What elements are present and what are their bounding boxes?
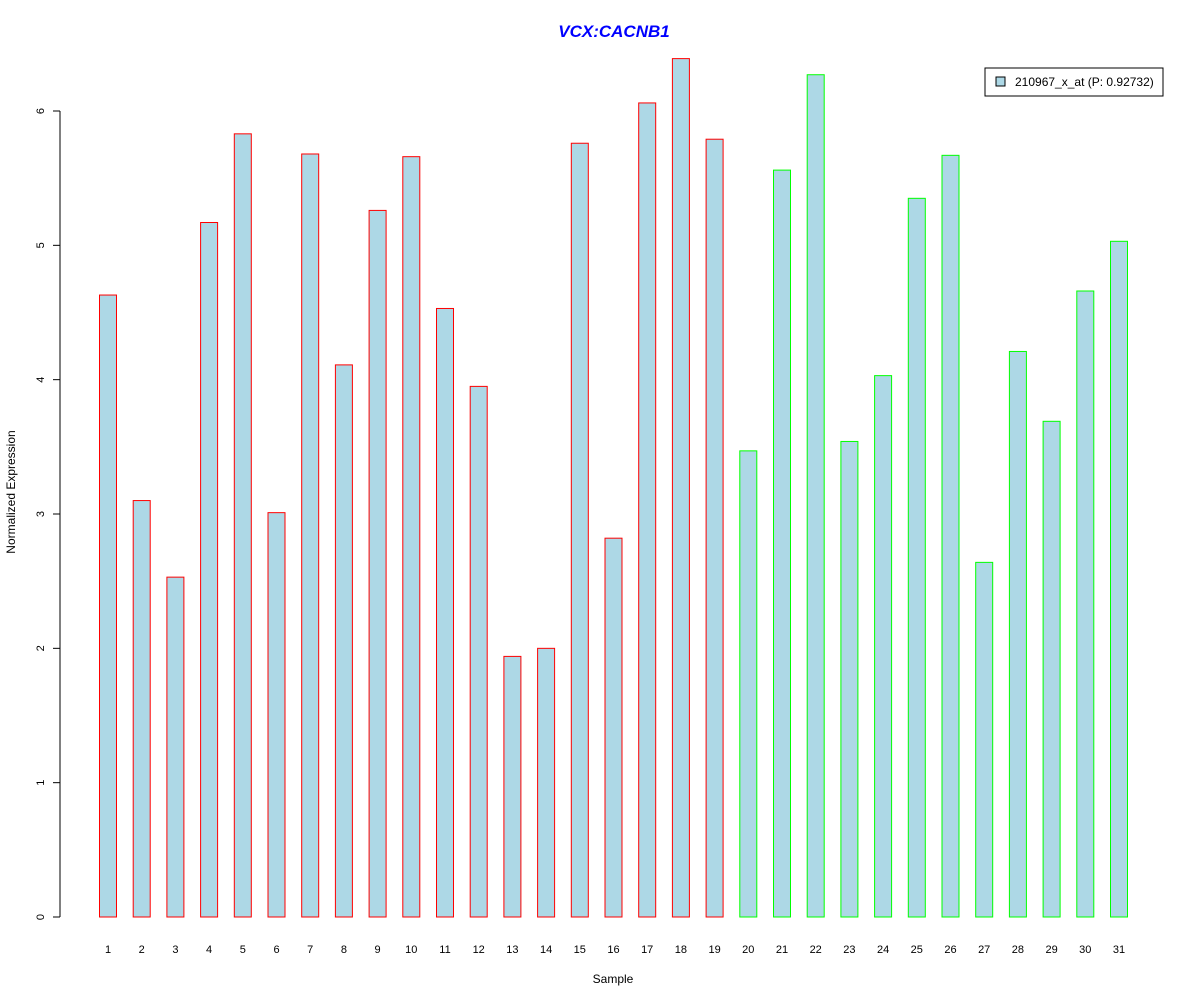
bar-sample-11 xyxy=(436,307,454,918)
bars xyxy=(99,58,1128,918)
x-axis-label: Sample xyxy=(593,972,634,986)
bar-sample-9 xyxy=(368,209,387,918)
bar-sample-6 xyxy=(267,512,286,918)
x-tick-label: 12 xyxy=(473,944,485,956)
x-tick-label: 21 xyxy=(776,944,788,956)
bar-sample-29 xyxy=(1042,420,1061,918)
x-tick-label: 11 xyxy=(439,944,450,956)
x-tick-label: 1 xyxy=(105,944,111,956)
bar-sample-24 xyxy=(874,375,893,918)
bar-sample-3 xyxy=(166,576,185,918)
y-tick-label: 3 xyxy=(35,511,47,517)
x-tick-label: 20 xyxy=(742,944,754,956)
legend-swatch xyxy=(995,76,1006,87)
bar-sample-5 xyxy=(233,133,252,918)
x-tick-label: 28 xyxy=(1012,944,1024,956)
bar-sample-22 xyxy=(806,74,825,918)
x-tick-label: 30 xyxy=(1079,944,1091,956)
bar-sample-4 xyxy=(200,221,219,918)
bar-sample-17 xyxy=(638,102,657,918)
bar-sample-25 xyxy=(907,197,926,918)
x-tick-label: 9 xyxy=(375,944,381,956)
x-tick-label: 23 xyxy=(843,944,855,956)
bar-sample-18 xyxy=(671,58,690,918)
bar-sample-1 xyxy=(99,294,117,918)
legend: 210967_x_at (P: 0.92732) xyxy=(984,67,1164,97)
y-tick-label: 2 xyxy=(35,645,47,651)
x-tick-label: 15 xyxy=(574,944,586,956)
x-tick-label: 18 xyxy=(675,944,687,956)
bar-sample-21 xyxy=(773,169,791,918)
y-tick-label: 6 xyxy=(35,108,47,114)
x-tick-label: 29 xyxy=(1045,944,1057,956)
y-tick-label: 1 xyxy=(35,780,47,786)
bar-sample-31 xyxy=(1110,240,1128,918)
x-tick-label: 31 xyxy=(1113,944,1125,956)
bar-sample-10 xyxy=(402,156,421,918)
bar-sample-20 xyxy=(739,450,758,918)
x-tick-label: 3 xyxy=(172,944,178,956)
x-tick-label: 16 xyxy=(607,944,619,956)
x-tick-label: 4 xyxy=(206,944,212,956)
bar-sample-7 xyxy=(301,153,320,918)
x-tick-label: 7 xyxy=(307,944,313,956)
bar-sample-14 xyxy=(537,647,556,918)
x-tick-label: 26 xyxy=(944,944,956,956)
bar-sample-23 xyxy=(840,440,859,918)
bar-sample-12 xyxy=(469,385,488,918)
x-tick-label: 14 xyxy=(540,944,552,956)
bar-sample-8 xyxy=(334,364,353,918)
x-tick-labels: 1 2 3 4 5 6 7 8 9 10 11 12 13 14 15 16 17 18 19 20 21 22 23 24 2… xyxy=(105,944,1125,956)
x-tick-label: 25 xyxy=(911,944,923,956)
y-tick-label: 0 xyxy=(35,914,47,920)
x-tick-label: 17 xyxy=(641,944,653,956)
x-tick-label: 10 xyxy=(405,944,417,956)
x-tick-label: 27 xyxy=(978,944,990,956)
x-tick-label: 6 xyxy=(273,944,279,956)
legend-label: 210967_x_at (P: 0.92732) xyxy=(1015,75,1154,89)
y-axis: 0 1 2 3 4 5 6 xyxy=(35,108,61,920)
bar-sample-26 xyxy=(941,154,960,918)
bar-sample-2 xyxy=(132,500,151,918)
chart-title: VCX:CACNB1 xyxy=(558,22,669,41)
bar-sample-19 xyxy=(705,138,724,918)
y-tick-label: 4 xyxy=(35,377,47,383)
bar-sample-30 xyxy=(1076,290,1095,918)
legend-box xyxy=(984,67,1164,97)
x-tick-label: 13 xyxy=(506,944,518,956)
bar-sample-27 xyxy=(975,561,994,918)
x-tick-label: 19 xyxy=(708,944,720,956)
x-tick-label: 2 xyxy=(139,944,145,956)
bar-sample-15 xyxy=(570,142,589,918)
x-tick-label: 5 xyxy=(240,944,246,956)
bar-sample-16 xyxy=(604,537,623,918)
y-tick-label: 5 xyxy=(35,242,47,248)
x-tick-label: 24 xyxy=(877,944,889,956)
bar-sample-28 xyxy=(1008,350,1027,918)
x-tick-label: 22 xyxy=(810,944,822,956)
y-axis-label: Normalized Expression xyxy=(4,430,18,553)
bar-sample-13 xyxy=(503,655,522,918)
x-tick-label: 8 xyxy=(341,944,347,956)
